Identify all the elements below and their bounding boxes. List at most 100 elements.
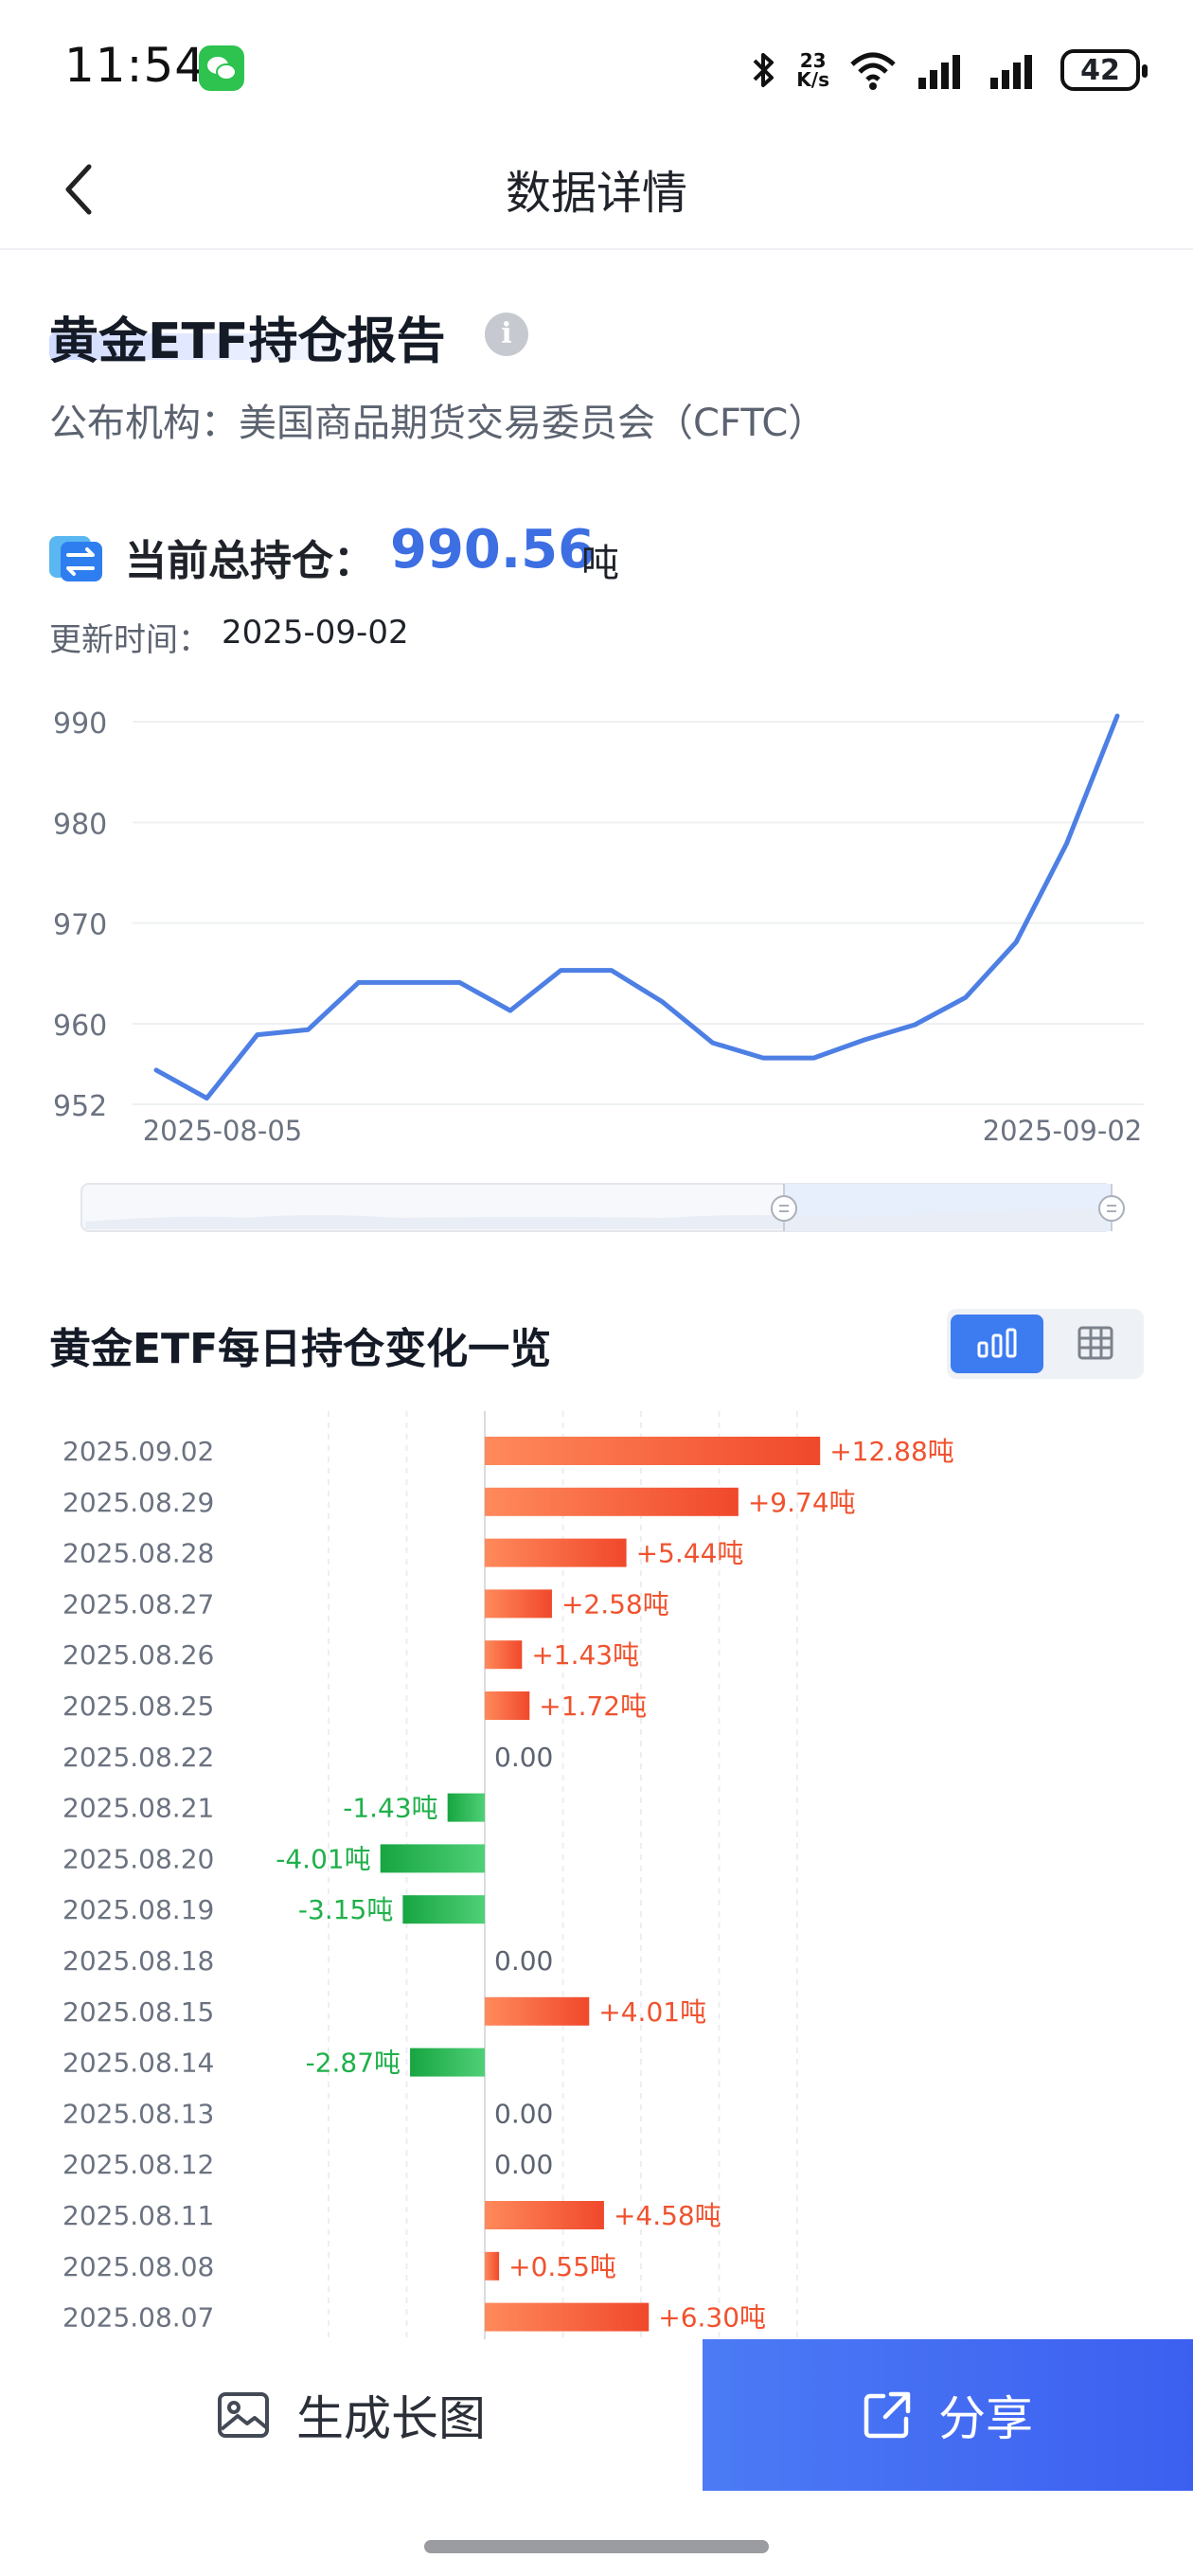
page-title: 数据详情	[505, 167, 687, 220]
table-icon	[1077, 1326, 1113, 1360]
data-point	[660, 1000, 664, 1004]
data-point	[559, 969, 562, 973]
status-icons: 23 K/s 42	[751, 42, 1148, 98]
bar-positive	[485, 1437, 821, 1465]
bar-positive	[485, 1589, 552, 1619]
bluetooth-icon	[753, 53, 775, 87]
x-start-label: 2025-08-05	[143, 1115, 303, 1147]
bar-view-button[interactable]	[951, 1315, 1043, 1373]
y-tick-label: 952	[53, 1090, 107, 1123]
date-label: 2025.08.08	[62, 2251, 214, 2282]
data-point	[964, 995, 968, 999]
bar-value-label: 0.00	[494, 1742, 553, 1773]
chart-view-toggle	[947, 1309, 1144, 1379]
data-point	[610, 969, 614, 973]
data-point	[811, 1056, 815, 1060]
data-point	[711, 1041, 715, 1045]
battery-icon: 42	[1060, 49, 1148, 91]
bar-value-label: -4.01吨	[276, 1843, 370, 1874]
share-icon	[864, 2391, 911, 2439]
info-icon[interactable]: i	[485, 313, 528, 356]
update-label: 更新时间：	[49, 621, 210, 659]
holding-icon	[49, 536, 102, 581]
date-label: 2025.08.26	[62, 1639, 214, 1671]
data-point	[1115, 714, 1119, 718]
y-tick-label: 990	[53, 707, 107, 741]
holding-line-chart[interactable]: 990 980 970 960 952 2025-08-05 2025-09-02	[0, 682, 1193, 1241]
table-view-button[interactable]	[1051, 1315, 1140, 1373]
data-point	[205, 1097, 208, 1100]
date-label: 2025.08.11	[62, 2200, 214, 2231]
y-tick-label: 970	[53, 909, 107, 942]
date-label: 2025.08.20	[62, 1843, 214, 1874]
title-highlight	[49, 333, 360, 360]
data-point	[913, 1023, 917, 1027]
date-label: 2025.08.14	[62, 2048, 214, 2079]
bar-positive	[485, 1996, 590, 2026]
bar-value-label: +12.88吨	[829, 1436, 954, 1467]
data-point	[761, 1056, 765, 1060]
bar-value-label: 0.00	[494, 2149, 553, 2180]
bar-negative	[447, 1793, 485, 1822]
date-label: 2025.08.13	[62, 2098, 214, 2129]
nav-bar: 数据详情	[0, 133, 1193, 250]
signal-icon-2	[990, 55, 1032, 89]
bar-value-label: +4.58吨	[614, 2200, 721, 2231]
bottom-action-bar: 生成长图 分享	[0, 2339, 1193, 2491]
data-point	[508, 1009, 512, 1012]
date-label: 2025.08.12	[62, 2149, 214, 2180]
data-point	[1065, 842, 1069, 846]
status-bar: 11:54 23 K/s 42	[0, 0, 1193, 133]
daily-change-bar-chart: 2025.09.02 +12.88吨 2025.08.29 +9.74吨 2025.08…	[62, 1411, 954, 2339]
data-point	[863, 1038, 866, 1042]
generate-label: 生成长图	[296, 2391, 486, 2446]
date-label: 2025.08.22	[62, 1742, 214, 1773]
signal-icon	[918, 55, 960, 89]
bar-value-label: +2.58吨	[561, 1588, 669, 1619]
share-button[interactable]: 分享	[703, 2339, 1193, 2491]
report-title: 黄金ETF持仓报告	[49, 313, 446, 370]
bar-positive	[485, 1691, 530, 1720]
date-label: 2025.08.18	[62, 1945, 214, 1977]
image-icon	[218, 2392, 269, 2438]
bar-value-label: +6.30吨	[658, 2302, 766, 2334]
date-label: 2025.08.29	[62, 1487, 214, 1518]
date-label: 2025.08.21	[62, 1793, 214, 1824]
y-tick-label: 960	[53, 1010, 107, 1043]
bar-value-label: -3.15吨	[298, 1894, 393, 1925]
zoom-handle-left[interactable]	[771, 1195, 797, 1222]
x-end-label: 2025-09-02	[983, 1115, 1143, 1147]
date-label: 2025.08.27	[62, 1588, 214, 1619]
home-indicator[interactable]	[424, 2540, 769, 2553]
bar-value-label: -1.43吨	[343, 1793, 437, 1824]
bar-positive	[485, 2201, 604, 2229]
data-point	[1014, 940, 1018, 944]
date-label: 2025.09.02	[62, 1436, 214, 1467]
generate-long-image-button[interactable]: 生成长图	[0, 2339, 703, 2491]
holding-value: 990.56	[390, 519, 596, 581]
bar-value-label: +1.72吨	[539, 1690, 647, 1722]
bar-positive	[485, 2251, 500, 2281]
zoom-handle-right[interactable]	[1098, 1195, 1125, 1222]
bar-chart-icon	[977, 1328, 1017, 1358]
data-point	[154, 1068, 158, 1072]
holding-line	[153, 713, 1120, 1101]
date-label: 2025.08.28	[62, 1538, 214, 1569]
daily-section-title: 黄金ETF每日持仓变化一览	[49, 1325, 552, 1373]
bar-positive	[485, 1538, 627, 1567]
bar-value-label: +1.43吨	[531, 1639, 639, 1671]
bar-positive	[485, 1640, 523, 1670]
date-label: 2025.08.19	[62, 1894, 214, 1925]
data-point	[407, 980, 411, 984]
bar-positive	[485, 1487, 739, 1516]
back-arrow-icon[interactable]	[53, 161, 110, 218]
bar-value-label: -2.87吨	[306, 2048, 401, 2079]
update-value: 2025-09-02	[222, 614, 409, 652]
publisher-text: 公布机构：美国商品期货交易委员会（CFTC）	[49, 402, 827, 445]
bar-value-label: +5.44吨	[636, 1538, 744, 1569]
bar-value-label: +0.55吨	[508, 2251, 616, 2282]
zoom-slider-shadow	[85, 1208, 1108, 1229]
bar-negative	[402, 1895, 485, 1924]
date-label: 2025.08.15	[62, 1996, 214, 2028]
bar-value-label: 0.00	[494, 2098, 553, 2129]
